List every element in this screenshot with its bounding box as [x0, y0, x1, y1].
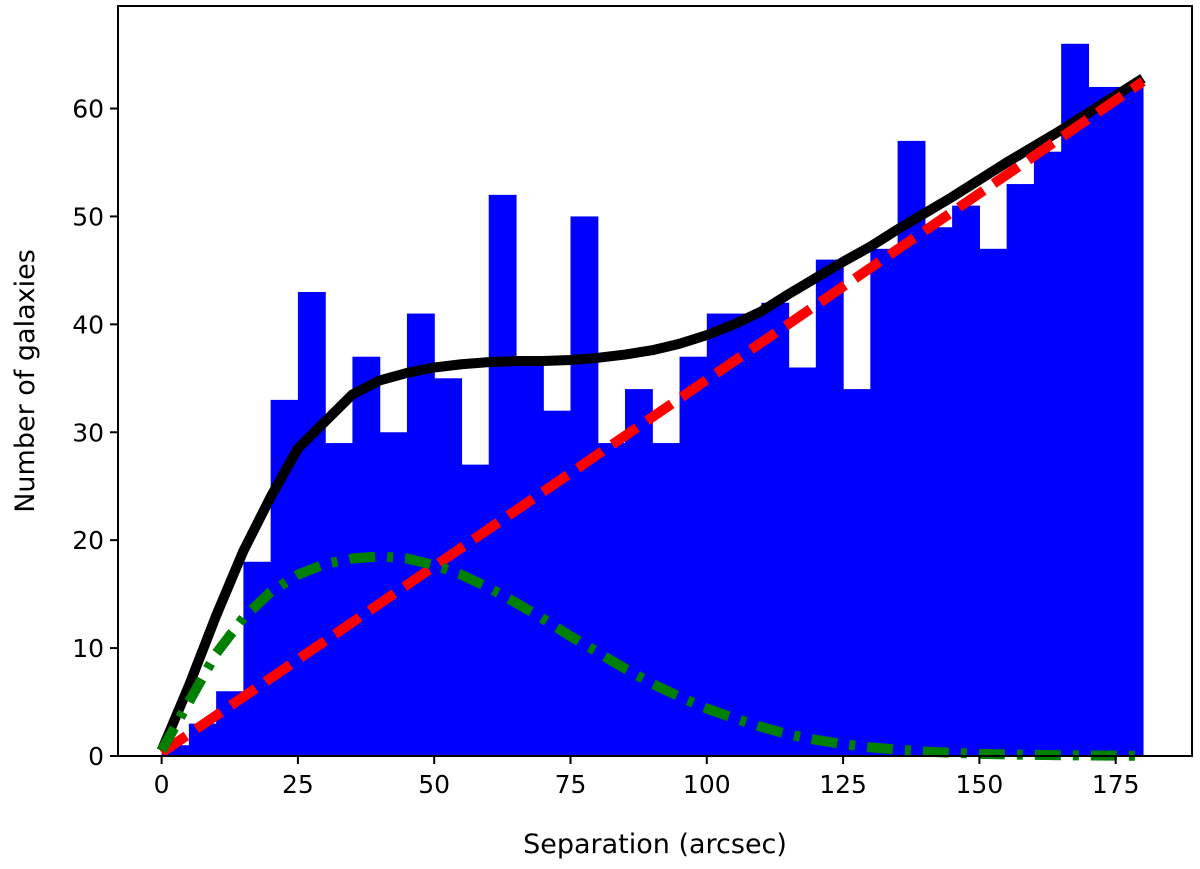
histogram-bar	[515, 356, 544, 756]
y-tick-label: 50	[72, 202, 104, 231]
plot-frame	[117, 5, 1193, 757]
histogram-bar	[815, 259, 844, 756]
x-tick-label: 50	[418, 770, 450, 799]
x-tick-label: 75	[555, 770, 587, 799]
y-tick-label: 30	[72, 418, 104, 447]
histogram-bar	[788, 367, 817, 756]
histogram-bar	[161, 745, 190, 756]
series-line-dashdot	[157, 551, 1143, 761]
histogram-bar	[761, 302, 790, 756]
histogram-bar	[979, 248, 1008, 756]
series-line-dashed	[158, 77, 1146, 757]
histogram-bar	[679, 356, 708, 756]
y-tick-label: 20	[72, 526, 104, 555]
x-axis-label: Separation (arcsec)	[523, 829, 787, 860]
histogram-bar	[652, 443, 681, 756]
x-tick-label: 100	[683, 770, 731, 799]
histogram-bar	[625, 389, 653, 756]
x-tick-label: 0	[154, 770, 170, 799]
histogram-bar	[461, 464, 490, 756]
histogram-bar	[734, 313, 762, 756]
histogram-bar	[952, 205, 980, 757]
histogram-bar	[1033, 151, 1062, 756]
y-tick-label: 10	[72, 634, 104, 663]
histogram-bar	[543, 410, 572, 756]
y-tick-label: 40	[72, 310, 104, 339]
histogram-bar	[1115, 86, 1144, 757]
histogram-bar	[297, 291, 326, 756]
y-axis-label: Number of galaxies	[10, 249, 41, 513]
histogram-bar	[870, 248, 899, 756]
x-tick-label: 25	[282, 770, 314, 799]
series-line-solid	[157, 74, 1146, 753]
histogram-bar	[406, 313, 435, 756]
histogram-bar	[1006, 184, 1035, 756]
y-tick-label: 60	[72, 95, 104, 124]
histogram-bar	[325, 443, 354, 756]
x-axis-ticks: 0 25 50 75 100 125 150 175	[154, 756, 1140, 799]
x-tick-label: 175	[1092, 770, 1140, 799]
histogram-bar	[897, 140, 926, 756]
histogram-bar	[488, 194, 517, 756]
y-axis-ticks: 0 10 20 30 40 50 60	[72, 95, 118, 771]
histogram-bar	[570, 216, 599, 757]
histogram-bar	[706, 313, 735, 756]
histogram-bar	[1061, 43, 1090, 757]
histogram-bar	[1088, 86, 1117, 757]
histogram-bar	[924, 227, 953, 756]
fit-curves	[157, 74, 1146, 761]
histogram-bar	[597, 443, 626, 756]
y-tick-label: 0	[88, 742, 104, 771]
histogram-bar	[843, 389, 871, 756]
x-tick-label: 125	[819, 770, 867, 799]
x-tick-label: 150	[956, 770, 1004, 799]
